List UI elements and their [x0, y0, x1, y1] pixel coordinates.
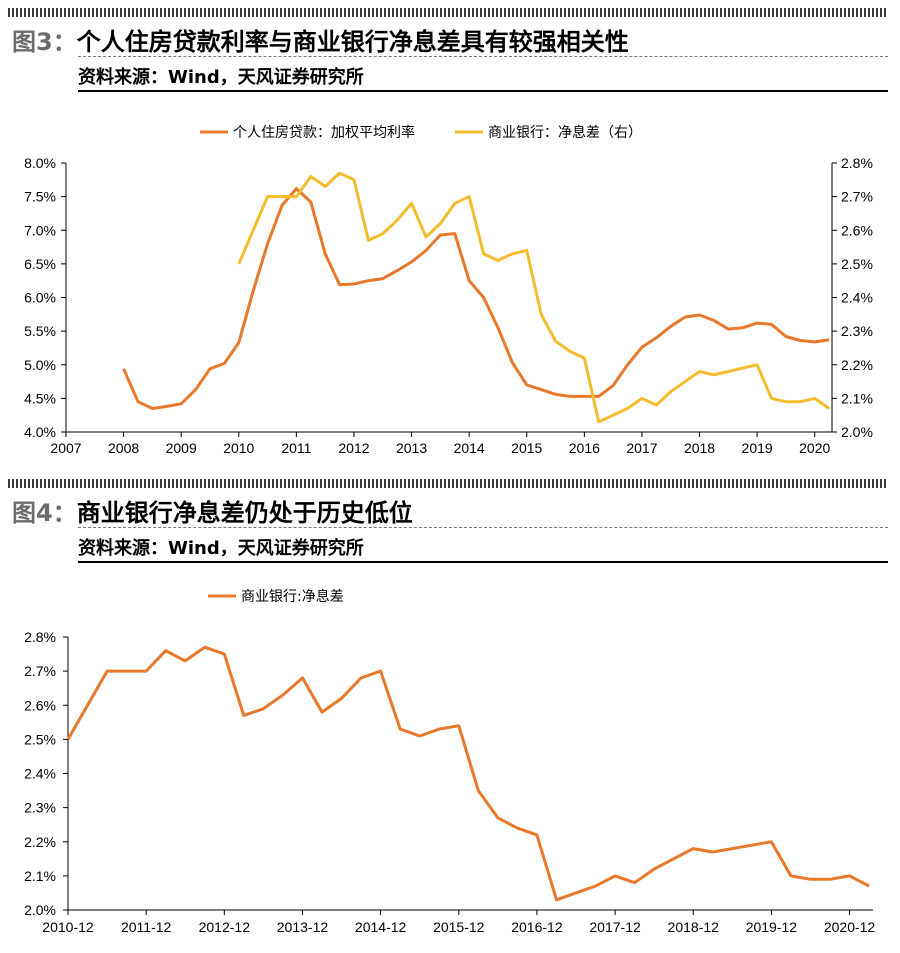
- figure4-source: 资料来源：Wind，天风证券研究所: [78, 538, 364, 559]
- y-tick-label: 2.4%: [24, 766, 56, 782]
- x-tick-label: 2010: [223, 440, 254, 456]
- figure3-top-bar: [8, 8, 888, 17]
- x-tick-label: 2014-12: [355, 919, 407, 935]
- y-tick-label: 2.6%: [24, 697, 56, 713]
- x-tick-label: 2013: [396, 440, 427, 456]
- x-tick-label: 2015-12: [433, 919, 485, 935]
- legend-label: 商业银行:净息差: [241, 588, 344, 605]
- figure4-top-bar: [8, 479, 888, 488]
- left-y-tick-label: 6.5%: [24, 256, 56, 272]
- right-y-tick-label: 2.3%: [841, 323, 873, 339]
- left-y-tick-label: 4.5%: [24, 390, 56, 406]
- y-tick-label: 2.3%: [24, 800, 56, 816]
- figure4-solid-divider: [78, 561, 888, 563]
- x-tick-label: 2009: [166, 440, 197, 456]
- figure3-title-text: 个人住房贷款利率与商业银行净息差具有较强相关性: [76, 28, 629, 56]
- figure3-solid-divider: [78, 90, 888, 92]
- figure3-source: 资料来源：Wind，天风证券研究所: [78, 67, 364, 88]
- right-y-tick-label: 2.7%: [841, 189, 873, 205]
- figure4-dash-divider: [78, 527, 888, 528]
- left-y-tick-label: 7.0%: [24, 222, 56, 238]
- x-tick-label: 2012-12: [199, 919, 251, 935]
- x-tick-label: 2020: [799, 440, 830, 456]
- right-y-tick-label: 2.0%: [841, 424, 873, 440]
- x-tick-label: 2014: [454, 440, 485, 456]
- legend-label-2: 商业银行：净息差（右）: [488, 124, 642, 141]
- x-tick-label: 2018: [684, 440, 715, 456]
- figure3-number: 图3：: [12, 28, 77, 56]
- right-y-tick-label: 2.2%: [841, 357, 873, 373]
- x-tick-label: 2017: [626, 440, 657, 456]
- y-tick-label: 2.0%: [24, 902, 56, 918]
- right-y-tick-label: 2.6%: [841, 222, 873, 238]
- left-y-tick-label: 7.5%: [24, 189, 56, 205]
- figure3-title: 图3：个人住房贷款利率与商业银行净息差具有较强相关性: [12, 22, 629, 57]
- x-tick-label: 2017-12: [589, 919, 641, 935]
- x-tick-label: 2007: [50, 440, 81, 456]
- y-tick-label: 2.5%: [24, 731, 56, 747]
- figure4-title-text: 商业银行净息差仍处于历史低位: [76, 499, 413, 527]
- legend-label-1: 个人住房贷款：加权平均利率: [233, 124, 415, 141]
- x-tick-label: 2010-12: [42, 919, 94, 935]
- x-tick-label: 2012: [338, 440, 369, 456]
- right-y-tick-label: 2.1%: [841, 390, 873, 406]
- right-y-tick-label: 2.8%: [841, 155, 873, 171]
- figure4-title: 图4：商业银行净息差仍处于历史低位: [12, 493, 413, 528]
- left-y-tick-label: 5.5%: [24, 323, 56, 339]
- left-y-tick-label: 5.0%: [24, 357, 56, 373]
- figure3-dash-divider: [78, 56, 888, 57]
- y-tick-label: 2.7%: [24, 663, 56, 679]
- x-tick-label: 2018-12: [668, 919, 720, 935]
- series-line-1: [66, 645, 870, 902]
- series-line-2: [237, 171, 830, 424]
- right-y-tick-label: 2.5%: [841, 256, 873, 272]
- y-tick-label: 2.1%: [24, 868, 56, 884]
- x-tick-label: 2019-12: [746, 919, 798, 935]
- y-tick-label: 2.2%: [24, 834, 56, 850]
- x-tick-label: 2016: [569, 440, 600, 456]
- x-tick-label: 2016-12: [511, 919, 563, 935]
- x-tick-label: 2011-12: [121, 919, 172, 935]
- left-y-tick-label: 4.0%: [24, 424, 56, 440]
- x-tick-label: 2015: [511, 440, 542, 456]
- figure4-line-chart: 2.0% 2.1% 2.2% 2.3% 2.4% 2.5% 2.6% 2.7% 2.8% 2010…: [24, 588, 876, 935]
- left-y-tick-label: 8.0%: [24, 155, 56, 171]
- x-tick-label: 2019: [742, 440, 773, 456]
- x-tick-label: 2013-12: [277, 919, 329, 935]
- right-y-tick-label: 2.4%: [841, 290, 873, 306]
- x-tick-label: 2008: [108, 440, 139, 456]
- figure4-number: 图4：: [12, 499, 77, 527]
- left-y-tick-label: 6.0%: [24, 290, 56, 306]
- series-line-1: [122, 187, 830, 410]
- figure3-line-chart: 4.0% 4.5% 5.0% 5.5% 6.0% 6.5% 7.0% 7.5% 8.0% 2.0%…: [24, 124, 873, 456]
- x-tick-label: 2011: [281, 440, 311, 456]
- x-tick-label: 2020-12: [824, 919, 876, 935]
- y-tick-label: 2.8%: [24, 629, 56, 645]
